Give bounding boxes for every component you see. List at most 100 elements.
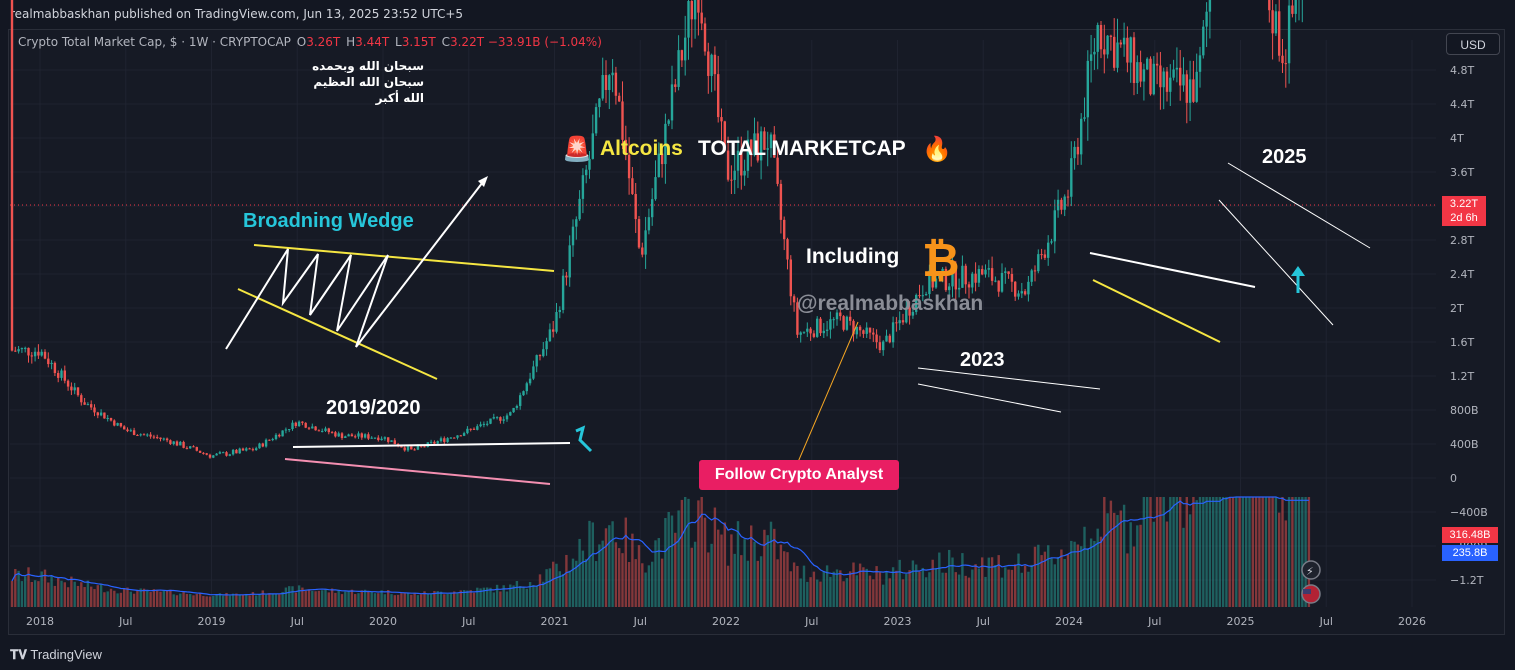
candle-body [373,437,377,439]
candle-body [875,334,878,343]
candle-body [73,387,76,391]
volume-bar [674,532,677,607]
candle-body [806,328,809,332]
chart-legend[interactable]: Crypto Total Market Cap, $ · 1W · CRYPTO… [18,35,602,49]
volume-bar [1033,546,1037,607]
volume-bar [1221,497,1225,607]
candle-body [17,349,20,352]
candle-body [812,333,816,337]
candle-body [730,179,733,181]
volume-bar [594,561,598,607]
candle-body [1033,270,1037,272]
candle-body [311,426,314,429]
candle-body [456,435,459,438]
candle-body [891,322,895,343]
volume-bar [627,561,631,607]
y-tick-label: 800B [1450,404,1479,417]
candle-body [713,54,717,75]
volume-bar [33,580,37,607]
candle-body [786,239,789,260]
volume-bar [634,559,637,607]
volume-bar [1113,512,1116,607]
volume-bar [726,565,730,607]
candle-body [14,350,17,352]
follow-analyst-button[interactable]: Follow Crypto Analyst [699,460,899,490]
candle-body [651,199,654,218]
candle-body [380,438,383,441]
volume-bar [608,525,611,607]
volume-bar [202,595,205,607]
volume-bar [667,511,670,607]
volume-bar [773,528,776,607]
low-value: 3.15T [401,35,436,49]
volume-bar [334,592,337,607]
volume-bar [1017,553,1020,607]
candle-body [558,309,561,313]
volume-bar [476,587,479,607]
candle-body [535,355,538,367]
volume-bar [24,576,27,607]
candle-body [1291,5,1294,14]
candle-body [1080,118,1083,155]
candle-body [189,446,192,449]
volume-bar [1162,497,1165,607]
volume-bar [1155,497,1159,607]
candle-body [944,268,948,291]
volume-bar [763,529,766,607]
volume-bar [1225,497,1228,607]
volume-bar [502,585,505,607]
tradingview-logo[interactable]: 𝐓𝐕 TradingView [10,647,102,662]
candle-body [248,448,251,450]
candle-body [1063,196,1066,210]
volume-bar [1195,500,1198,607]
candle-body [136,434,139,436]
candle-body [139,434,142,436]
candle-body [383,437,387,439]
volume-bar [1274,497,1278,607]
volume-bar [406,593,410,607]
candle-body [990,268,994,281]
candle-body [43,351,47,359]
volume-bar [307,589,311,607]
candle-body [799,332,802,335]
volume-bar [1027,571,1030,607]
volume-bar [700,497,703,607]
currency-button[interactable]: USD [1446,33,1500,55]
candle-body [159,437,162,440]
candle-body [627,154,631,179]
volume-bar [809,577,812,607]
x-tick-label: Jul [633,615,647,628]
candle-body [954,266,957,290]
volume-bar [618,548,621,607]
volume-bar [456,593,459,607]
top-bar: realmabbaskhan published on TradingView.… [0,0,1515,28]
x-tick-label: 2021 [541,615,569,628]
candle-body [1076,146,1080,155]
candle-body [538,355,542,357]
candle-body [839,312,842,317]
volume-bar [274,593,278,607]
volume-bar [654,540,657,607]
volume-bar [311,590,314,607]
volume-bar [1073,541,1076,607]
volume-bar [1192,497,1195,607]
volume-bar [50,576,53,607]
candle-body [1109,35,1113,37]
candle-body [261,443,264,447]
candle-body [885,335,888,342]
volume-bar [750,525,753,607]
candle-body [743,170,746,176]
volume-bar [644,572,647,607]
candle-body [1086,60,1089,118]
y-tick-label: 4.4T [1450,98,1474,111]
volume-bar [1281,497,1284,607]
volume-bar [558,571,561,607]
volume-bar [604,528,608,607]
volume-bar [1284,520,1287,607]
candle-body [647,217,651,231]
volume-bar [245,593,248,607]
x-tick-label: Jul [290,615,304,628]
candle-body [337,433,340,437]
volume-bar [555,563,558,607]
